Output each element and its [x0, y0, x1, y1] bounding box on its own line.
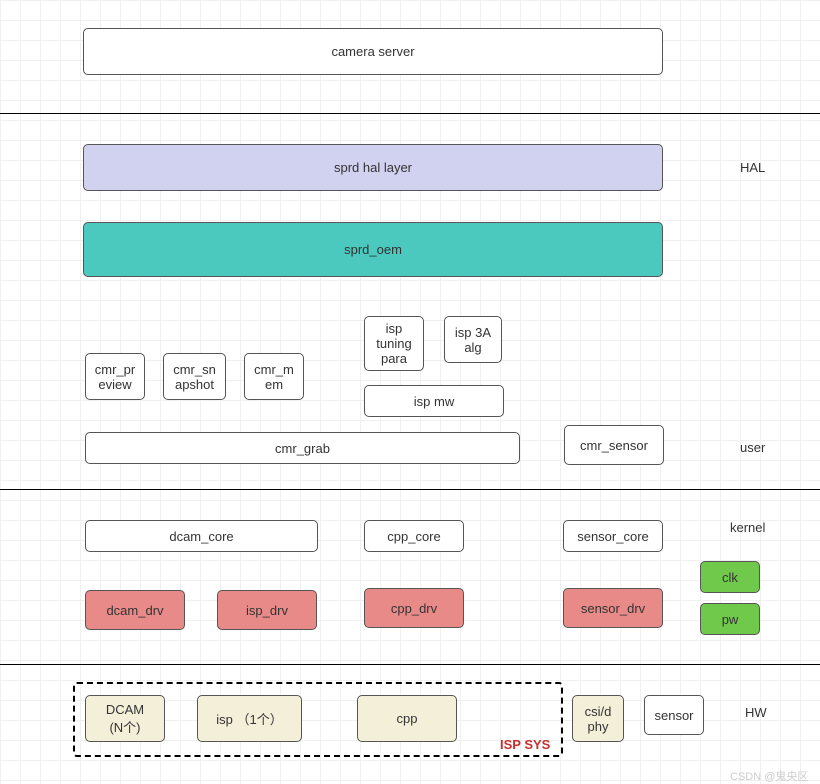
isp-mw-label: isp mw [414, 394, 454, 409]
cmr-grab-label: cmr_grab [275, 441, 330, 456]
dcam-core-box: dcam_core [85, 520, 318, 552]
sensor-core-label: sensor_core [577, 529, 649, 544]
sprd-hal-layer-box: sprd hal layer [83, 144, 663, 191]
sprd-oem-label: sprd_oem [344, 242, 402, 257]
csi-dphy-label: csi/d phy [585, 704, 612, 734]
cmr-grab-box: cmr_grab [85, 432, 520, 464]
pw-box: pw [700, 603, 760, 635]
isp-tuning-para-label: isp tuning para [376, 321, 411, 366]
dcam-drv-box: dcam_drv [85, 590, 185, 630]
isp-3a-alg-label: isp 3A alg [455, 325, 491, 355]
dcam-core-label: dcam_core [169, 529, 233, 544]
cmr-preview-label: cmr_pr eview [95, 362, 135, 392]
cmr-preview-box: cmr_pr eview [85, 353, 145, 400]
isp-tuning-para-box: isp tuning para [364, 316, 424, 371]
cmr-snapshot-box: cmr_sn apshot [163, 353, 226, 400]
kernel-section-label: kernel [730, 520, 765, 535]
watermark: CSDN @鬼央区 [730, 768, 808, 784]
cpp-core-label: cpp_core [387, 529, 440, 544]
sprd-oem-box: sprd_oem [83, 222, 663, 277]
cpp-drv-box: cpp_drv [364, 588, 464, 628]
sensor-drv-box: sensor_drv [563, 588, 663, 628]
sensor-box: sensor [644, 695, 704, 735]
hal-section-label: HAL [740, 160, 765, 175]
clk-label: clk [722, 570, 738, 585]
sprd-hal-layer-label: sprd hal layer [334, 160, 412, 175]
hw-section-label: HW [745, 705, 767, 720]
camera-server-label: camera server [331, 44, 414, 59]
isp-mw-box: isp mw [364, 385, 504, 417]
cpp-drv-label: cpp_drv [391, 601, 437, 616]
sensor-core-box: sensor_core [563, 520, 663, 552]
dcam-drv-label: dcam_drv [106, 603, 163, 618]
user-section-label: user [740, 440, 765, 455]
cmr-mem-box: cmr_m em [244, 353, 304, 400]
dcam-n-label: DCAM (N个) [106, 702, 144, 736]
sensor-label: sensor [654, 708, 693, 723]
isp-1-box: isp （1个） [197, 695, 302, 742]
isp-3a-alg-box: isp 3A alg [444, 316, 502, 363]
isp-drv-box: isp_drv [217, 590, 317, 630]
divider-1 [0, 113, 820, 114]
isp-sys-label: ISP SYS [500, 737, 550, 752]
cmr-mem-label: cmr_m em [254, 362, 294, 392]
cpp-label: cpp [397, 711, 418, 726]
pw-label: pw [722, 612, 739, 627]
camera-server-box: camera server [83, 28, 663, 75]
divider-3 [0, 664, 820, 665]
clk-box: clk [700, 561, 760, 593]
isp-1-label: isp （1个） [216, 709, 282, 728]
isp-drv-label: isp_drv [246, 603, 288, 618]
dcam-n-box: DCAM (N个) [85, 695, 165, 742]
cmr-sensor-label: cmr_sensor [580, 438, 648, 453]
cmr-snapshot-label: cmr_sn apshot [173, 362, 216, 392]
csi-dphy-box: csi/d phy [572, 695, 624, 742]
sensor-drv-label: sensor_drv [581, 601, 645, 616]
divider-2 [0, 489, 820, 490]
cpp-box: cpp [357, 695, 457, 742]
cmr-sensor-box: cmr_sensor [564, 425, 664, 465]
cpp-core-box: cpp_core [364, 520, 464, 552]
